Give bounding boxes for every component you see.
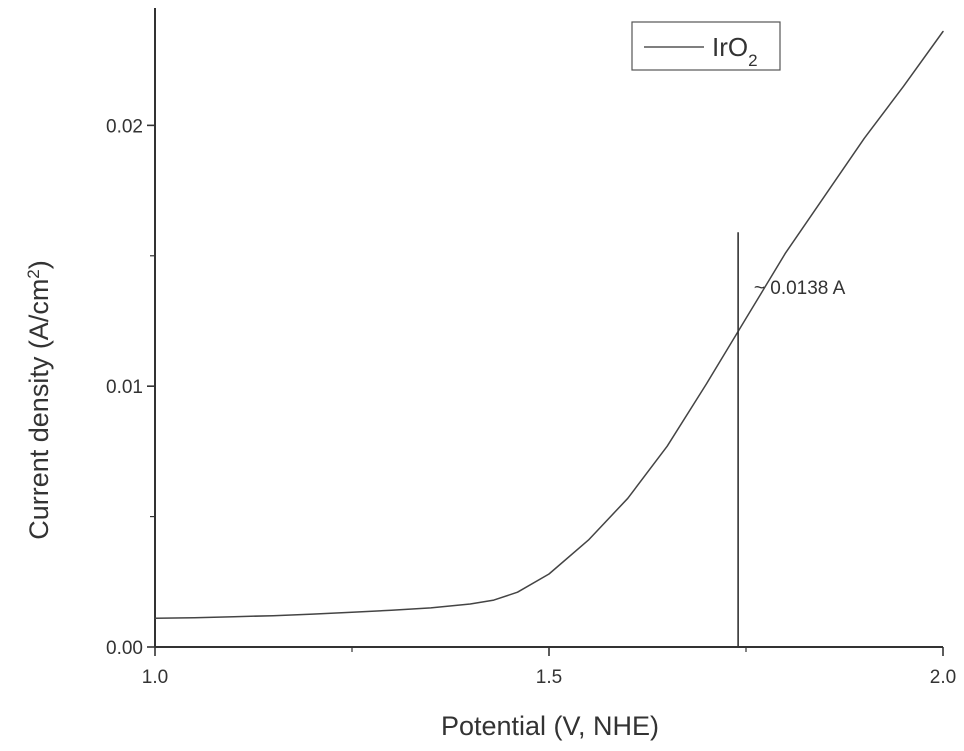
series-layer	[154, 30, 944, 620]
annotation-label: ~ 0.0138 A	[754, 278, 846, 299]
x-tick-label: 1.0	[142, 667, 168, 688]
x-tick-label: 2.0	[930, 667, 956, 688]
axes	[154, 8, 943, 648]
annotation-layer: ~ 0.0138 A	[737, 232, 846, 647]
y-axis-title-sup: 2	[24, 269, 43, 278]
legend: IrO2	[631, 21, 781, 71]
x-tick-label: 1.5	[536, 667, 562, 688]
y-axis-title-tail: )	[24, 260, 54, 269]
y-tick-label: 0.02	[106, 116, 143, 137]
y-axis-title: Current density (A/cm2)	[24, 260, 55, 540]
x-axis-title: Potential (V, NHE)	[441, 711, 659, 741]
series-line-iro2	[154, 30, 944, 620]
legend-label-main: IrO	[712, 32, 748, 62]
ticks: 1.0 1.5 2.0 0.00 0.01 0.02	[106, 116, 956, 688]
legend-box	[631, 21, 781, 71]
y-tick-label: 0.01	[106, 377, 143, 398]
legend-label: IrO2	[712, 32, 758, 70]
y-axis-title-main: Current density (A/cm	[24, 279, 54, 540]
y-tick-label: 0.00	[106, 638, 143, 659]
legend-label-sub: 2	[748, 51, 757, 70]
